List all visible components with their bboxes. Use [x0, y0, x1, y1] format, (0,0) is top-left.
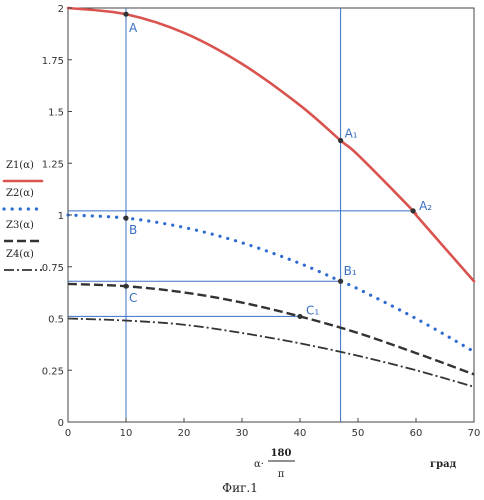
y-tick-label: 2 [58, 4, 64, 15]
point-label: C [129, 291, 137, 305]
y-tick-label: 1.25 [42, 159, 64, 170]
x-tick-label: 30 [236, 428, 249, 439]
x-label-numerator: 180 [271, 448, 292, 459]
y-tick-label: 0.75 [42, 263, 64, 274]
figure-caption: Фиг.1 [222, 481, 258, 495]
point-marker [338, 137, 344, 144]
point-marker [410, 208, 416, 214]
x-tick-label: 40 [294, 428, 307, 439]
point-label: C₁ [306, 303, 319, 317]
y-tick-label: 0.25 [42, 366, 64, 377]
x-axis-label: α· 180 π град [254, 448, 457, 480]
point-marker [123, 215, 129, 221]
y-tick-label: 0 [58, 418, 64, 429]
axis-ticks: 0 10 20 30 40 50 60 70 0 0.25 0.5 0.75 1 1.25 1.5 1.75 2 [42, 4, 481, 439]
x-tick-label: 70 [468, 428, 481, 439]
plot-frame [67, 7, 475, 423]
point-marker [338, 278, 344, 284]
point-label: A₂ [419, 199, 432, 213]
point-label: A [129, 21, 138, 35]
x-label-unit: град [430, 459, 457, 470]
y-tick-label: 1.75 [42, 56, 64, 67]
point-marker [297, 313, 303, 320]
x-tick-label: 0 [65, 428, 71, 439]
point-marker [123, 283, 129, 289]
plot-border [67, 7, 475, 423]
legend-label: Z1(α) [6, 160, 34, 171]
y-tick-label: 1.5 [48, 108, 64, 119]
legend-label: Z2(α) [6, 188, 34, 199]
x-tick-label: 20 [178, 428, 191, 439]
x-tick-label: 10 [120, 428, 133, 439]
x-label-denominator: π [278, 469, 285, 480]
series-line-1 [66, 6, 476, 283]
x-tick-label: 60 [410, 428, 423, 439]
y-tick-label: 1 [58, 211, 64, 222]
legend-label: Z3(α) [6, 220, 34, 231]
y-tick-label: 0.5 [48, 315, 64, 326]
point-label: B₁ [344, 264, 357, 278]
series-line-3 [67, 282, 475, 376]
legend-label: Z4(α) [6, 249, 34, 260]
point-marker [123, 11, 129, 17]
point-label: B [129, 223, 137, 237]
guide-lines [68, 8, 414, 422]
x-tick-label: 50 [352, 428, 365, 439]
x-label-prefix: α· [254, 459, 264, 470]
marked-points: A A₁ A₂ B B₁ C C₁ [123, 11, 432, 320]
point-label: A₁ [345, 126, 358, 140]
series-lines [66, 6, 476, 388]
series-line-4 [67, 317, 475, 388]
legend: Z1(α) Z2(α) Z3(α) Z4(α) [2, 160, 44, 271]
